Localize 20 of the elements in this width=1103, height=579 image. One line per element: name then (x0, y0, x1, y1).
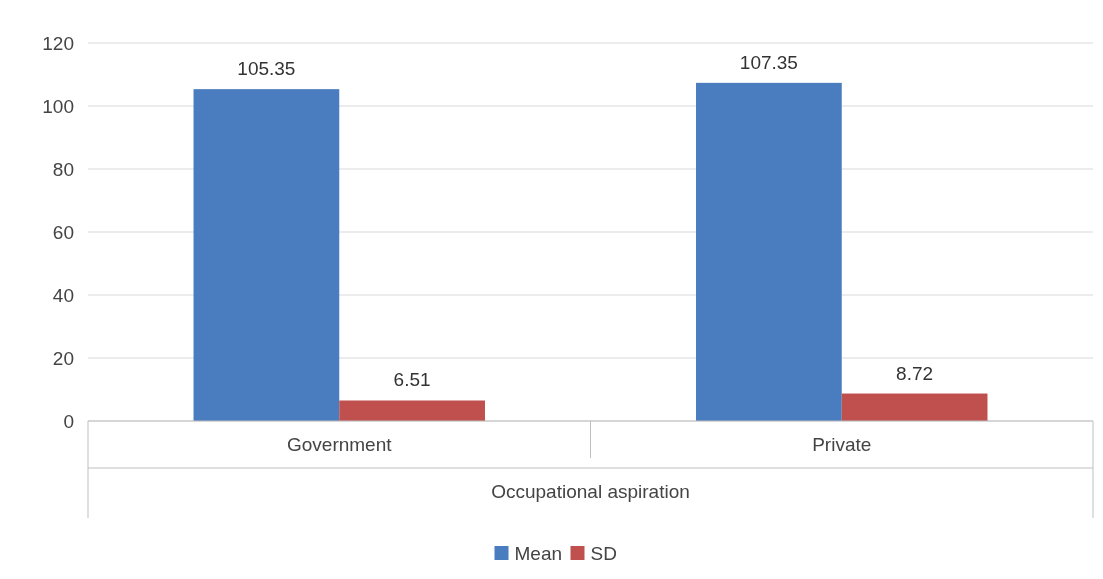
bar (193, 89, 340, 421)
data-label: 6.51 (393, 369, 431, 391)
y-tick-label: 60 (52, 221, 74, 243)
bar (339, 400, 485, 421)
data-label: 8.72 (896, 362, 934, 384)
y-tick-label: 0 (63, 410, 74, 432)
data-label: 105.35 (237, 58, 296, 80)
bar (841, 393, 988, 421)
y-tick-label: 40 (52, 284, 74, 306)
y-tick-label: 100 (42, 95, 74, 117)
legend-label: Mean (514, 542, 563, 564)
y-tick-label: 80 (52, 158, 74, 180)
x-tick-label: Government (286, 434, 393, 455)
data-label: 107.35 (739, 51, 798, 73)
bar (696, 82, 842, 421)
legend-label: SD (590, 542, 617, 564)
x-tick-label: Private (812, 434, 872, 455)
y-tick-label: 120 (42, 32, 74, 54)
y-tick-label: 20 (52, 347, 74, 369)
x-axis-title: Occupational aspiration (491, 481, 690, 502)
